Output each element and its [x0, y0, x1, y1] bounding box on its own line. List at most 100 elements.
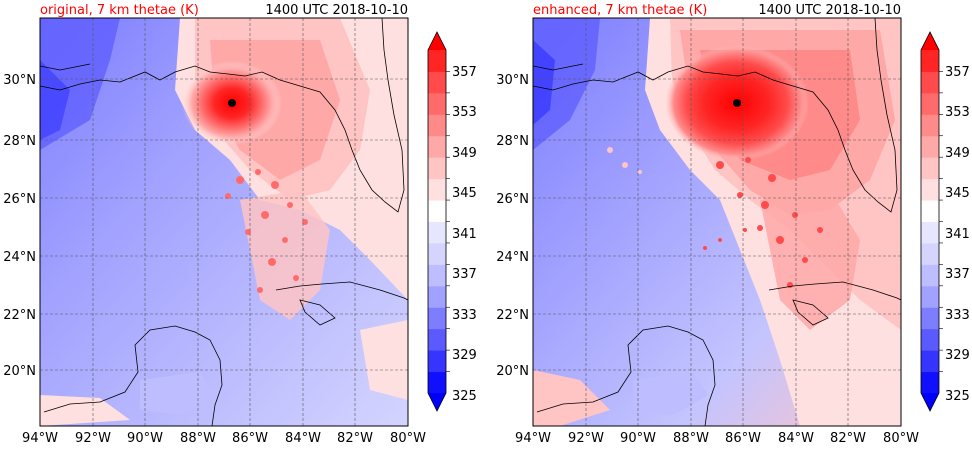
x-tick-label: 94°W — [22, 431, 58, 446]
colorbar-label: 337 — [452, 267, 477, 282]
colorbar-label: 345 — [945, 186, 970, 201]
x-tick-label: 92°W — [568, 431, 604, 446]
colorbar-label: 333 — [945, 308, 970, 323]
colorbar-segment — [428, 307, 446, 330]
y-tick-label: 26°N — [496, 192, 529, 207]
colorbar-label: 349 — [452, 146, 477, 161]
y-axis-labels: 30°N 28°N 26°N 24°N 22°N 20°N — [496, 73, 529, 379]
colorbar-label: 329 — [452, 348, 477, 363]
coastlines — [40, 18, 408, 426]
colorbar-segment — [921, 328, 939, 351]
storm-center-marker — [228, 99, 236, 107]
colorbar-segment — [921, 200, 939, 222]
colorbar-label: 353 — [945, 105, 970, 120]
y-tick-label: 20°N — [3, 364, 36, 379]
colorbar-segment — [428, 285, 446, 308]
x-tick-label: 80°W — [390, 431, 426, 446]
y-tick-label: 30°N — [3, 73, 36, 88]
colorbar — [427, 31, 450, 412]
x-tick-label: 90°W — [620, 431, 656, 446]
x-tick-label: 84°W — [778, 431, 814, 446]
colorbar-label: 341 — [452, 227, 477, 242]
thetae-field — [533, 18, 901, 426]
colorbar-segment — [428, 178, 446, 201]
colorbar-label: 329 — [945, 348, 970, 363]
panel-title-left: original, 7 km thetae (K) — [40, 3, 199, 18]
colorbar-label: 333 — [452, 308, 477, 323]
colorbar-segment — [428, 242, 446, 265]
x-axis-labels: 94°W 92°W 90°W 88°W 86°W 84°W 82°W 80°W — [22, 431, 426, 446]
colorbar-segment — [428, 328, 446, 351]
colorbar-segment — [428, 371, 446, 394]
x-tick-label: 94°W — [515, 431, 551, 446]
x-tick-label: 80°W — [883, 431, 919, 446]
colorbar-label: 353 — [452, 105, 477, 120]
colorbar-outline — [427, 31, 447, 412]
colorbar-label: 325 — [945, 389, 970, 404]
colorbar-label: 357 — [945, 65, 970, 80]
colorbar-segment — [921, 157, 939, 180]
colorbar-segment — [428, 135, 446, 158]
colorbar-segment — [428, 200, 446, 222]
colorbar-label: 345 — [452, 186, 477, 201]
x-tick-label: 92°W — [75, 431, 111, 446]
colorbar-label: 357 — [452, 65, 477, 80]
colorbar-label: 337 — [945, 267, 970, 282]
colorbar — [920, 31, 943, 412]
colorbar-segment — [428, 350, 446, 373]
y-tick-label: 22°N — [496, 308, 529, 323]
map-frame — [532, 17, 902, 427]
y-tick-label: 28°N — [496, 134, 529, 149]
y-tick-label: 24°N — [3, 250, 36, 265]
colorbar-label: 325 — [452, 389, 477, 404]
colorbar-extend-min — [921, 393, 939, 411]
y-tick-label: 24°N — [496, 250, 529, 265]
colorbar-segment — [428, 92, 446, 115]
colorbar-segment — [921, 114, 939, 137]
colorbar-segment — [921, 178, 939, 201]
gridlines — [40, 18, 408, 426]
colorbar-extend-max — [428, 32, 446, 50]
y-axis-labels: 30°N 28°N 26°N 24°N 22°N 20°N — [3, 73, 36, 379]
colorbar-segment — [921, 264, 939, 287]
x-tick-label: 82°W — [830, 431, 866, 446]
y-tick-label: 22°N — [3, 308, 36, 323]
x-tick-label: 88°W — [180, 431, 216, 446]
colorbar-segment — [428, 264, 446, 287]
colorbar-segment — [921, 92, 939, 115]
map-panel-enhanced: enhanced, 7 km thetae (K) 1400 UTC 2018-… — [496, 3, 970, 446]
colorbar-segment — [428, 221, 446, 244]
colorbar-label: 349 — [945, 146, 970, 161]
x-axis-labels: 94°W 92°W 90°W 88°W 86°W 84°W 82°W 80°W — [515, 431, 919, 446]
colorbar-segment — [921, 71, 939, 94]
colorbar-labels: 357 353 349 345 341 337 333 329 325 — [452, 65, 477, 404]
x-tick-label: 84°W — [285, 431, 321, 446]
panel-title-right: 1400 UTC 2018-10-10 — [265, 3, 408, 18]
y-tick-label: 26°N — [3, 192, 36, 207]
colorbar-segment — [921, 50, 939, 72]
y-tick-label: 20°N — [496, 364, 529, 379]
colorbar-segment — [921, 242, 939, 265]
colorbar-segment — [428, 50, 446, 72]
y-tick-label: 28°N — [3, 134, 36, 149]
y-tick-label: 30°N — [496, 73, 529, 88]
colorbar-segment — [428, 71, 446, 94]
colorbar-extend-max — [921, 32, 939, 50]
x-tick-label: 88°W — [673, 431, 709, 446]
x-tick-label: 90°W — [127, 431, 163, 446]
x-tick-label: 86°W — [725, 431, 761, 446]
colorbar-extend-min — [428, 393, 446, 411]
colorbar-segment — [428, 114, 446, 137]
coastlines — [533, 18, 901, 426]
colorbar-labels: 357 353 349 345 341 337 333 329 325 — [945, 65, 970, 404]
colorbar-segment — [921, 350, 939, 373]
colorbar-label: 341 — [945, 227, 970, 242]
colorbar-outline — [920, 31, 940, 412]
colorbar-segment — [921, 371, 939, 394]
panel-title-left: enhanced, 7 km thetae (K) — [533, 3, 707, 18]
colorbar-segment — [921, 221, 939, 244]
x-tick-label: 86°W — [232, 431, 268, 446]
colorbar-segment — [428, 157, 446, 180]
colorbar-segment — [921, 285, 939, 308]
